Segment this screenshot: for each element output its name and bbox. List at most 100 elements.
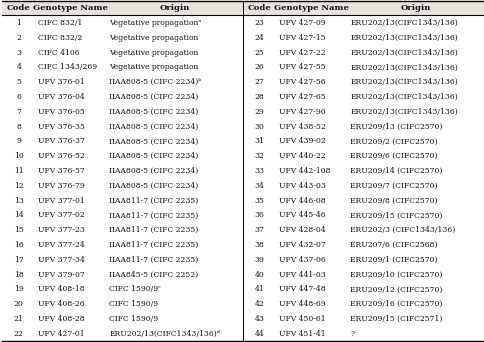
Text: ERU209/7 (CIFC2570): ERU209/7 (CIFC2570)	[349, 182, 437, 190]
Text: 11: 11	[14, 167, 24, 175]
Text: ERU202/13(CIFC1343/136): ERU202/13(CIFC1343/136)	[349, 19, 457, 27]
Text: UFV 437-06: UFV 437-06	[278, 256, 325, 264]
Text: 25: 25	[254, 49, 264, 56]
Text: UFV 408-28: UFV 408-28	[38, 315, 85, 323]
Text: UFV 440-22: UFV 440-22	[278, 152, 325, 160]
Text: 17: 17	[14, 256, 24, 264]
Text: Vegetative propagationᵃ: Vegetative propagationᵃ	[109, 19, 201, 27]
Text: IIAA811-7 (CIFC 2235): IIAA811-7 (CIFC 2235)	[109, 241, 198, 249]
Text: 40: 40	[254, 271, 264, 279]
Text: CIFC 4106: CIFC 4106	[38, 49, 79, 56]
Text: IIAA808-5 (CIFC 2234): IIAA808-5 (CIFC 2234)	[109, 182, 198, 190]
Text: 13: 13	[14, 197, 24, 205]
Text: IIAA808-5 (CIFC 2234): IIAA808-5 (CIFC 2234)	[109, 167, 198, 175]
Text: IIAA811-7 (CIFC 2235): IIAA811-7 (CIFC 2235)	[109, 211, 198, 220]
Text: 14: 14	[14, 211, 24, 220]
Text: CIFC 1590/9: CIFC 1590/9	[109, 315, 158, 323]
Text: UFV 442-108: UFV 442-108	[278, 167, 330, 175]
Text: 1: 1	[16, 19, 21, 27]
Text: 16: 16	[14, 241, 24, 249]
Text: UFV 379-07: UFV 379-07	[38, 271, 85, 279]
Text: Origin: Origin	[400, 4, 430, 12]
Bar	[2, 1, 483, 15]
Text: 22: 22	[14, 330, 24, 338]
Text: 12: 12	[14, 182, 24, 190]
Text: UFV 427-15: UFV 427-15	[278, 34, 325, 42]
Text: ERU202/13(CIFC1343/136): ERU202/13(CIFC1343/136)	[349, 93, 457, 101]
Text: UFV 377-01: UFV 377-01	[38, 197, 85, 205]
Text: Vegetative propagation: Vegetative propagation	[109, 49, 198, 56]
Text: CIFC 832/1: CIFC 832/1	[38, 19, 82, 27]
Text: UFV 446-08: UFV 446-08	[278, 197, 325, 205]
Text: UFV 427-01: UFV 427-01	[38, 330, 85, 338]
Text: 9: 9	[16, 137, 21, 145]
Text: UFV 376-52: UFV 376-52	[38, 152, 85, 160]
Text: 26: 26	[254, 63, 264, 71]
Text: Vegetative propagation: Vegetative propagation	[109, 34, 198, 42]
Text: UFV 376-04: UFV 376-04	[38, 93, 85, 101]
Text: UFV 427-55: UFV 427-55	[278, 63, 325, 71]
Text: IIAA808-5 (CIFC 2234): IIAA808-5 (CIFC 2234)	[109, 137, 198, 145]
Text: ERU209/2 (CIFC2570): ERU209/2 (CIFC2570)	[349, 137, 437, 145]
Text: 34: 34	[254, 182, 264, 190]
Text: 42: 42	[254, 300, 264, 308]
Text: 4: 4	[16, 63, 21, 71]
Text: 36: 36	[254, 211, 264, 220]
Text: ERU202/13(CIFC1343/136): ERU202/13(CIFC1343/136)	[349, 34, 457, 42]
Text: 44: 44	[254, 330, 264, 338]
Text: UFV 427-22: UFV 427-22	[278, 49, 325, 56]
Text: UFV 441-03: UFV 441-03	[278, 271, 325, 279]
Text: 18: 18	[14, 271, 24, 279]
Text: ERU209/10 (CIFC2570): ERU209/10 (CIFC2570)	[349, 271, 441, 279]
Text: ERU207/6 (CIFC2568): ERU207/6 (CIFC2568)	[349, 241, 437, 249]
Text: Genotype Name: Genotype Name	[33, 4, 108, 12]
Text: CIFC 832/2: CIFC 832/2	[38, 34, 82, 42]
Text: ?: ?	[349, 330, 353, 338]
Text: ERU209/15 (CIFC2571): ERU209/15 (CIFC2571)	[349, 315, 441, 323]
Text: UFV 376-79: UFV 376-79	[38, 182, 85, 190]
Text: IIAA811-7 (CIFC 2235): IIAA811-7 (CIFC 2235)	[109, 256, 198, 264]
Text: IIAA808-5 (CIFC 2234): IIAA808-5 (CIFC 2234)	[109, 93, 198, 101]
Text: Origin: Origin	[159, 4, 190, 12]
Text: 41: 41	[254, 286, 264, 293]
Text: UFV 376-01: UFV 376-01	[38, 78, 85, 86]
Text: CIFC 1590/9ᶜ: CIFC 1590/9ᶜ	[109, 286, 161, 293]
Text: IIAA808-5 (CIFC 2234): IIAA808-5 (CIFC 2234)	[109, 122, 198, 131]
Text: Genotype Name: Genotype Name	[273, 4, 348, 12]
Text: CIFC 1590/9: CIFC 1590/9	[109, 300, 158, 308]
Text: IIAA845-5 (CIFC 2252): IIAA845-5 (CIFC 2252)	[109, 271, 198, 279]
Text: UFV 432-07: UFV 432-07	[278, 241, 325, 249]
Text: 7: 7	[16, 108, 21, 116]
Text: UFV 377-24: UFV 377-24	[38, 241, 85, 249]
Text: 33: 33	[254, 167, 264, 175]
Text: ERU202/13(CIFC1343/136)ᵈ: ERU202/13(CIFC1343/136)ᵈ	[109, 330, 220, 338]
Text: ERU209/13 (CIFC2570): ERU209/13 (CIFC2570)	[349, 122, 442, 131]
Text: UFV 443-03: UFV 443-03	[278, 182, 325, 190]
Text: ERU209/1 (CIFC2570): ERU209/1 (CIFC2570)	[349, 256, 437, 264]
Text: 31: 31	[254, 137, 264, 145]
Text: Vegetative propagation: Vegetative propagation	[109, 63, 198, 71]
Text: UFV 377-23: UFV 377-23	[38, 226, 85, 234]
Text: 28: 28	[254, 93, 264, 101]
Text: UFV 439-02: UFV 439-02	[278, 137, 325, 145]
Text: IIAA808-5 (CIFC 2234)ᵇ: IIAA808-5 (CIFC 2234)ᵇ	[109, 78, 201, 86]
Text: ERU209/6 (CIFC2570): ERU209/6 (CIFC2570)	[349, 152, 437, 160]
Text: ERU209/12 (CIFC2570): ERU209/12 (CIFC2570)	[349, 286, 441, 293]
Text: UFV 428-04: UFV 428-04	[278, 226, 325, 234]
Text: 32: 32	[254, 152, 264, 160]
Text: 10: 10	[14, 152, 24, 160]
Text: CIFC 1343/269: CIFC 1343/269	[38, 63, 97, 71]
Text: 38: 38	[254, 241, 264, 249]
Text: UFV 427-09: UFV 427-09	[278, 19, 325, 27]
Text: 24: 24	[254, 34, 264, 42]
Text: UFV 448-69: UFV 448-69	[278, 300, 325, 308]
Text: 29: 29	[254, 108, 264, 116]
Text: UFV 408-18: UFV 408-18	[38, 286, 85, 293]
Text: IIAA811-7 (CIFC 2235): IIAA811-7 (CIFC 2235)	[109, 226, 198, 234]
Text: ERU202/13(CIFC1343/136): ERU202/13(CIFC1343/136)	[349, 108, 457, 116]
Text: 8: 8	[16, 122, 21, 131]
Text: 3: 3	[16, 49, 21, 56]
Text: ERU202/13(CIFC1343/136): ERU202/13(CIFC1343/136)	[349, 63, 457, 71]
Text: IIAA811-7 (CIFC 2235): IIAA811-7 (CIFC 2235)	[109, 197, 198, 205]
Text: 23: 23	[254, 19, 264, 27]
